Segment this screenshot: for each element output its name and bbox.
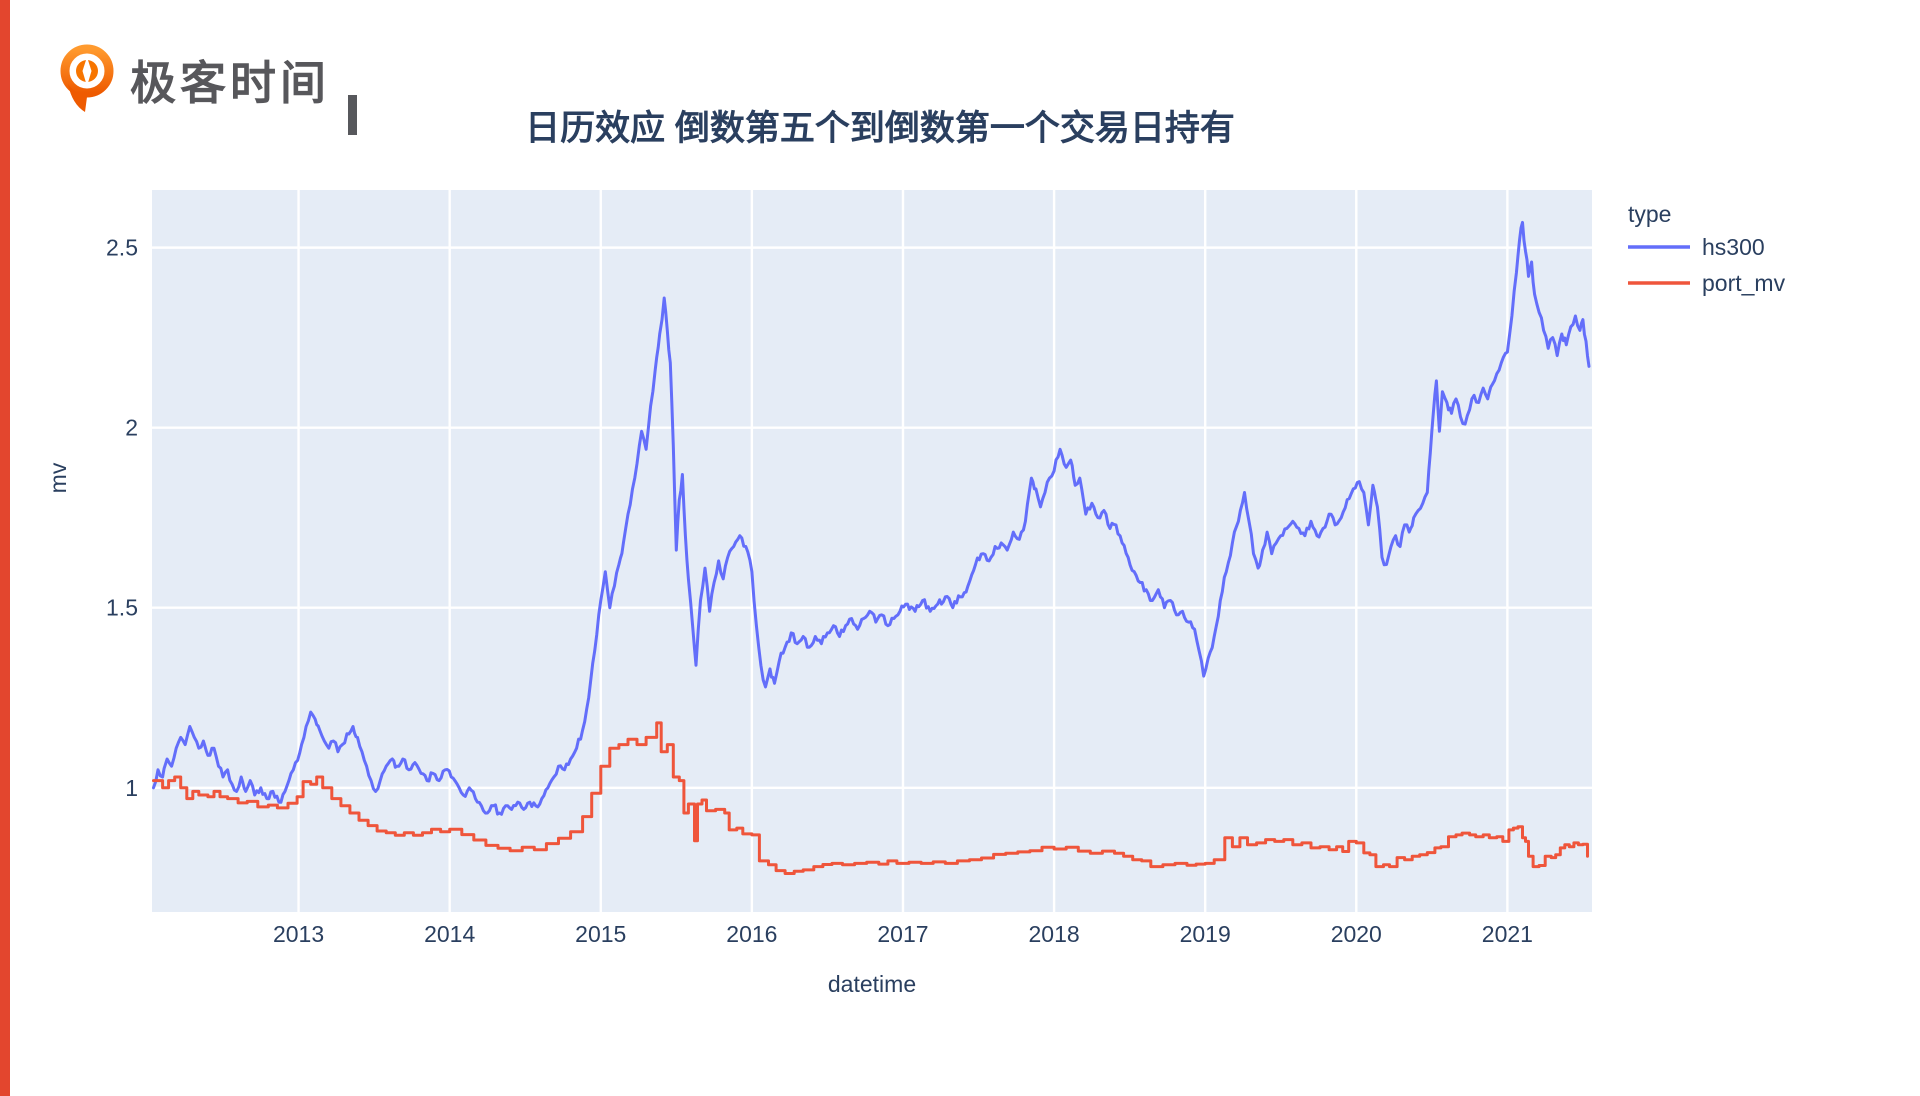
y-tick-label: 2.5 [106,235,138,261]
x-tick-label: 2019 [1180,921,1231,947]
plot-area[interactable] [152,190,1592,912]
x-tick-label: 2020 [1331,921,1382,947]
legend-item-hs300[interactable]: hs300 [1702,234,1765,260]
y-axis-title: mv [45,462,71,493]
chart-title: 日历效应 倒数第五个到倒数第一个交易日持有 [525,109,1235,148]
left-accent-bar [0,0,10,1096]
x-tick-label: 2013 [273,921,324,947]
geektime-logo-icon [58,40,116,125]
y-tick-label: 2 [125,415,138,441]
legend-item-port_mv[interactable]: port_mv [1702,270,1786,296]
geektime-logo-text: 极客时间 [130,56,330,109]
geektime-logo: 极客时间 [58,40,330,125]
series-line-port_mv[interactable] [152,721,1589,875]
text-cursor-artifact [348,95,357,135]
x-tick-label: 2018 [1028,921,1079,947]
x-tick-label: 2017 [877,921,928,947]
x-tick-label: 2015 [575,921,626,947]
x-tick-label: 2014 [424,921,475,947]
x-axis-title: datetime [828,971,916,997]
x-tick-label: 2021 [1482,921,1533,947]
x-tick-label: 2016 [726,921,777,947]
y-tick-label: 1 [125,775,138,801]
series-line-hs300[interactable] [152,220,1591,816]
legend-title: type [1628,201,1671,227]
y-tick-label: 1.5 [106,595,138,621]
